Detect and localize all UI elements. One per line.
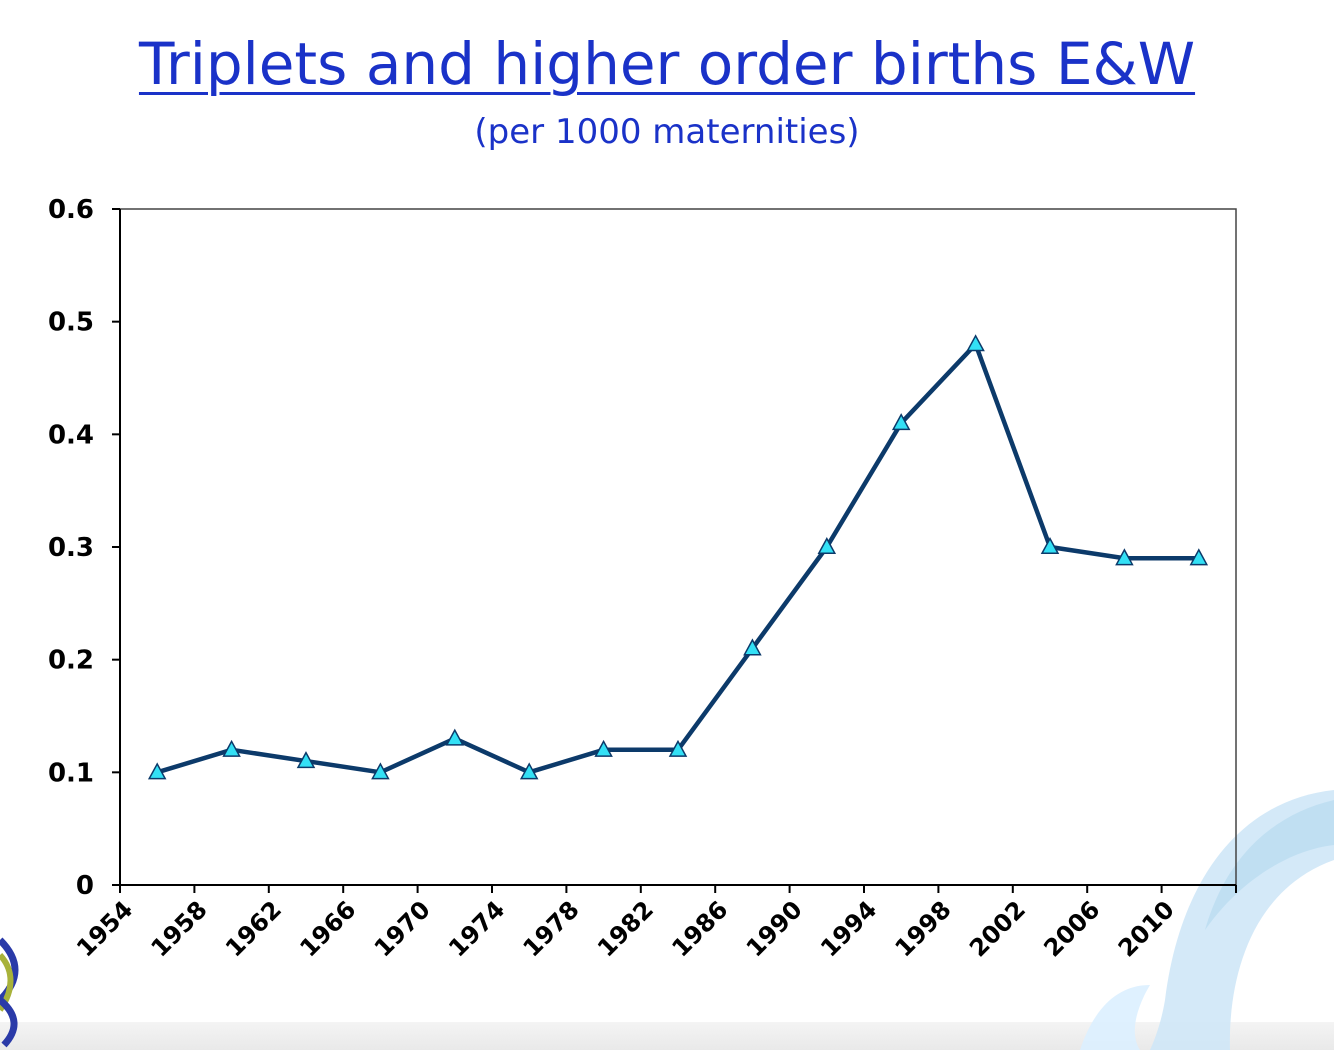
chart-subtitle: (per 1000 maternities): [474, 112, 860, 152]
data-point-marker: [1115, 548, 1134, 566]
logo-helix-left: [0, 937, 19, 1048]
data-point-marker: [147, 762, 167, 780]
data-point-marker: [445, 728, 465, 746]
x-tick-label: 1954: [71, 895, 138, 962]
x-tick-label: 2006: [1038, 895, 1105, 962]
y-tick-label: 0: [76, 871, 94, 901]
x-tick-label: 1974: [443, 895, 510, 962]
x-tick-label: 2010: [1113, 895, 1180, 962]
y-tick-label: 0.6: [48, 195, 94, 225]
data-point-marker: [743, 638, 762, 656]
x-tick-label: 1986: [666, 895, 733, 962]
x-tick-label: 2002: [964, 895, 1031, 962]
chart-axes: [119, 208, 1237, 886]
y-axis-ticks: 0 0.1 0.2 0.3 0.4 0.5 0.6: [48, 195, 120, 901]
data-point-marker: [371, 762, 390, 780]
x-tick-label: 1990: [741, 895, 808, 962]
y-tick-label: 0.1: [48, 758, 94, 788]
y-tick-label: 0.2: [48, 646, 94, 676]
data-point-marker: [222, 739, 241, 757]
data-point-marker: [668, 739, 688, 757]
x-axis-ticks: 1954 1958 1962 1966 1970 1974 1978 1982 1986 1990…: [71, 885, 1237, 962]
y-tick-label: 0.5: [48, 308, 94, 338]
x-tick-label: 1998: [890, 895, 957, 962]
x-tick-label: 1962: [220, 895, 287, 962]
x-tick-label: 1970: [369, 895, 436, 962]
data-point-marker: [817, 537, 837, 555]
plot-area-frame: [119, 208, 1237, 886]
x-tick-label: 1966: [294, 895, 361, 962]
data-point-marker: [296, 751, 316, 769]
logo-swoosh-right: [1080, 790, 1334, 1050]
x-tick-label: 1994: [815, 895, 882, 962]
x-tick-label: 1978: [518, 895, 585, 962]
series-line: [156, 341, 1199, 775]
x-tick-label: 1982: [592, 895, 659, 962]
series-triplets: [147, 334, 1209, 780]
data-point-marker: [891, 413, 911, 431]
data-point-marker: [594, 739, 613, 757]
y-tick-label: 0.4: [48, 420, 94, 450]
data-point-marker: [1040, 537, 1060, 555]
x-tick-label: 1958: [146, 895, 213, 962]
y-tick-label: 0.3: [48, 533, 94, 563]
data-point-marker: [966, 334, 985, 352]
data-point-marker: [519, 762, 539, 780]
data-point-marker: [1189, 548, 1209, 566]
chart-title: Triplets and higher order births E&W: [138, 30, 1196, 98]
